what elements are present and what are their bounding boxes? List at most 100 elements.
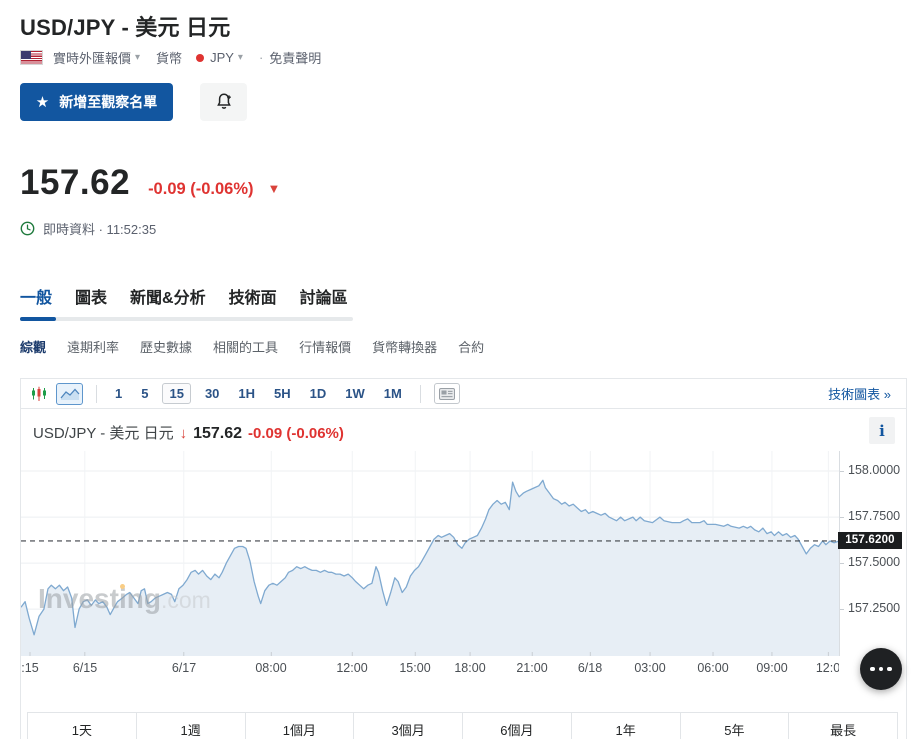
tab-圖表[interactable]: 圖表 [75, 290, 108, 307]
star-icon: ★ [35, 94, 50, 111]
x-axis-label: 03:00 [634, 661, 666, 675]
clock-icon [20, 221, 35, 236]
last-price-tag: 157.6200 [838, 532, 902, 549]
realtime-text: 即時資料 · 11:52:35 [43, 222, 157, 237]
x-axis-label: 6/17 [171, 661, 197, 675]
chart-plot-area[interactable]: Investing.com [21, 451, 839, 656]
info-button[interactable]: i [869, 417, 895, 444]
x-axis-label: 06:00 [697, 661, 729, 675]
chart-last-price: 157.62 [193, 425, 243, 442]
y-axis-label: 157.5000 [848, 555, 901, 569]
down-triangle-icon: ▼ [267, 181, 281, 196]
add-to-watchlist-button[interactable]: ★ 新增至觀察名單 [20, 83, 173, 121]
quote-type-label: 實時外匯報價 [53, 51, 132, 66]
y-tick [840, 471, 844, 472]
news-panel-button[interactable] [433, 383, 460, 404]
quote-type-dropdown[interactable]: 實時外匯報價 ▾ [53, 48, 142, 67]
timeframe-15[interactable]: 15 [162, 383, 191, 404]
timeframe-1H[interactable]: 1H [238, 386, 256, 401]
us-flag-icon [20, 50, 43, 65]
more-options-fab[interactable] [860, 648, 902, 690]
y-axis-label: 158.0000 [848, 463, 901, 477]
watchlist-button-label: 新增至觀察名單 [59, 94, 158, 110]
area-chart-icon [60, 388, 79, 400]
dot-icon [887, 666, 892, 672]
x-axis: :15 6/15 6/17 08:00 12:00 15:00 18:00 21:00 6/18… [21, 656, 839, 678]
chart-toolbar: 1 5 15 30 1H 5H 1D 1W 1M 技術圖表 » [21, 379, 906, 409]
timeframe-group: 1 5 15 30 1H 5H 1D 1W 1M [110, 383, 407, 404]
chevron-down-icon: ▾ [135, 52, 141, 63]
area-chart-button[interactable] [56, 382, 83, 405]
x-axis-label: :15 [21, 661, 39, 675]
range-1週[interactable]: 1週 [136, 713, 246, 739]
x-axis-label: 15:00 [399, 661, 431, 675]
disclaimer-link[interactable]: 免責聲明 [269, 51, 322, 66]
x-axis-label: 12:00 [336, 661, 368, 675]
subtab-相關的工具[interactable]: 相關的工具 [213, 340, 279, 355]
chart-title: USD/JPY - 美元 日元 [33, 425, 174, 442]
range-最長[interactable]: 最長 [789, 713, 898, 739]
x-axis-label: 08:00 [255, 661, 287, 675]
chart-title-row: USD/JPY - 美元 日元 ↓ 157.62 -0.09 (-0.06%) … [21, 409, 906, 444]
subtab-歷史數據[interactable]: 歷史數據 [140, 340, 193, 355]
bell-plus-icon [216, 93, 231, 109]
candlestick-icon [32, 386, 46, 401]
tab-新聞&分析[interactable]: 新聞&分析 [130, 290, 206, 307]
price-area-chart[interactable] [21, 451, 839, 656]
timeframe-30[interactable]: 30 [204, 386, 220, 401]
range-1天[interactable]: 1天 [28, 713, 137, 739]
x-axis-label: 09:00 [756, 661, 788, 675]
x-axis-label: 18:00 [454, 661, 486, 675]
range-1個月[interactable]: 1個月 [245, 713, 355, 739]
timeframe-1[interactable]: 1 [115, 386, 123, 401]
y-axis-label: 157.2500 [848, 601, 901, 615]
toolbar-divider [96, 384, 97, 403]
currency-code-label: JPY [210, 50, 234, 65]
timeframe-1M[interactable]: 1M [383, 386, 402, 401]
tab-underline [20, 317, 353, 321]
price-change: -0.09 (-0.06%) [148, 180, 254, 198]
y-tick [840, 517, 844, 518]
tab-討論區[interactable]: 討論區 [299, 290, 348, 307]
chart-widget: 1 5 15 30 1H 5H 1D 1W 1M 技術圖表 » USD/JPY - 美元 日元 … [20, 378, 907, 739]
currency-link[interactable]: 貨幣 [156, 51, 183, 66]
tab-一般[interactable]: 一般 [20, 290, 53, 307]
chart-change: -0.09 (-0.06%) [248, 425, 344, 442]
y-axis-label: 157.7500 [848, 509, 901, 523]
news-panel-icon [438, 387, 455, 400]
range-6個月[interactable]: 6個月 [463, 713, 572, 739]
tab-技術面[interactable]: 技術面 [228, 290, 277, 307]
x-axis-label: 6/18 [577, 661, 603, 675]
last-price: 157.62 [20, 163, 131, 202]
down-arrow-icon: ↓ [179, 425, 188, 442]
dot-icon [878, 666, 884, 672]
main-tabs: 一般 圖表 新聞&分析 技術面 討論區 [20, 284, 348, 308]
range-3個月[interactable]: 3個月 [354, 713, 463, 739]
x-axis-label: 6/15 [72, 661, 98, 675]
chevron-down-icon: ▾ [237, 52, 243, 63]
timeframe-1D[interactable]: 1D [309, 386, 327, 401]
x-axis-label: 12:0 [815, 661, 839, 675]
create-alert-button[interactable] [200, 83, 247, 121]
y-tick [840, 563, 844, 564]
candlestick-chart-button[interactable] [31, 386, 47, 402]
realtime-note: 即時資料 · 11:52:35 [20, 219, 156, 238]
timeframe-1W[interactable]: 1W [345, 386, 365, 401]
subtab-行情報價[interactable]: 行情報價 [299, 340, 352, 355]
subtab-貨幣轉換器[interactable]: 貨幣轉換器 [372, 340, 438, 355]
timeframe-5[interactable]: 5 [141, 386, 149, 401]
subtab-遠期利率[interactable]: 遠期利率 [67, 340, 120, 355]
timeframe-5H[interactable]: 5H [274, 386, 291, 401]
time-range-selector: 1天 1週 1個月 3個月 6個月 1年 5年 最長 [27, 712, 898, 739]
red-dot-icon [196, 53, 205, 62]
y-tick [840, 609, 844, 610]
subtab-合約[interactable]: 合約 [458, 340, 485, 355]
range-1年[interactable]: 1年 [571, 713, 681, 739]
subtab-綜觀[interactable]: 綜觀 [20, 340, 47, 355]
technical-chart-link[interactable]: 技術圖表 » [828, 387, 891, 402]
sub-tabs: 綜觀 遠期利率 歷史數據 相關的工具 行情報價 貨幣轉換器 合約 [20, 337, 484, 356]
dot-icon [870, 666, 875, 672]
toolbar-divider [419, 384, 421, 403]
range-5年[interactable]: 5年 [680, 713, 790, 739]
currency-dropdown[interactable]: JPY ▾ [196, 50, 245, 65]
